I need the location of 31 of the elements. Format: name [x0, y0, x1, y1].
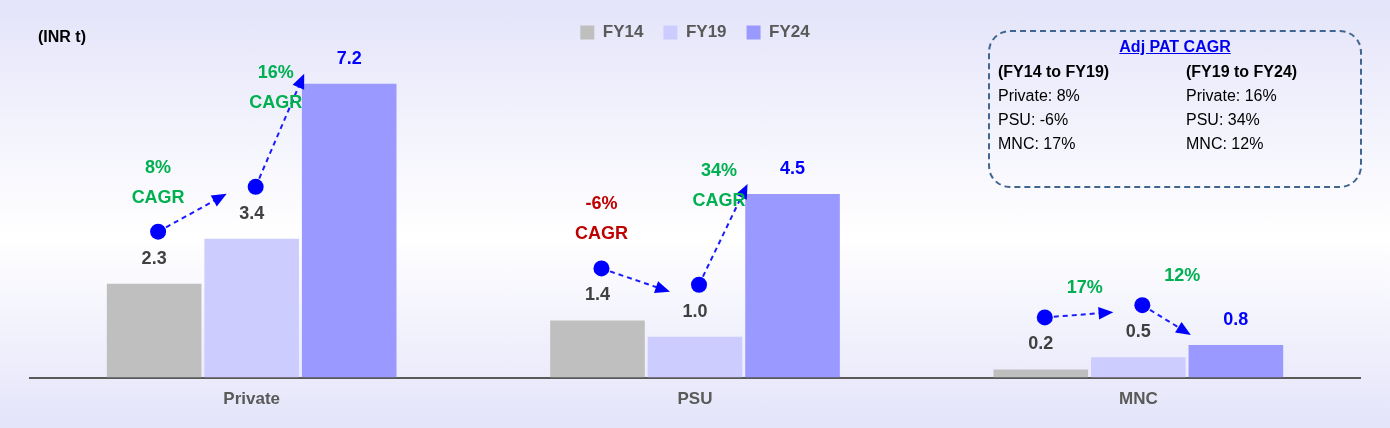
- x-tick-label: MNC: [1118, 389, 1158, 409]
- annotation: 12%: [1164, 264, 1201, 288]
- annotation: 8% CAGR: [131, 155, 185, 209]
- data-label: 1.4: [584, 284, 610, 305]
- annotation: 16% CAGR: [249, 60, 303, 114]
- text: (FY14 to FY19): [998, 62, 1111, 82]
- annotation: Private: 8%: [998, 86, 1081, 106]
- annotation: 17%: [1066, 276, 1103, 300]
- annotation: 34% CAGR: [692, 158, 746, 212]
- data-label: 4.5: [780, 157, 806, 178]
- annotation: PSU: 34%: [1185, 110, 1261, 130]
- annotation: Private: 16%: [1185, 86, 1278, 106]
- data-label: 2.3: [141, 247, 167, 268]
- data-label: 0.2: [1028, 333, 1054, 354]
- x-tick-label: PSU: [677, 389, 713, 409]
- data-label: 7.2: [336, 47, 362, 68]
- text: (FY19 to FY24): [1185, 62, 1299, 82]
- data-label: 0.8: [1223, 308, 1249, 329]
- legend-label: FY19: [685, 22, 727, 42]
- annotation: MNC: 17%: [998, 134, 1077, 154]
- text: Adj PAT CAGR: [1118, 38, 1232, 56]
- data-label: 3.4: [239, 202, 265, 223]
- data-label: 1.0: [682, 300, 708, 321]
- legend-label: FY14: [602, 22, 644, 42]
- annotation: -6% CAGR: [574, 192, 628, 246]
- data-label: 0.5: [1125, 321, 1151, 342]
- x-tick-label: Private: [223, 389, 281, 409]
- annotation: MNC: 12%: [1185, 134, 1265, 154]
- annotation: PSU: -6%: [998, 110, 1070, 130]
- legend-label: FY24: [769, 22, 811, 42]
- y-axis-title: (INR t): [38, 28, 86, 46]
